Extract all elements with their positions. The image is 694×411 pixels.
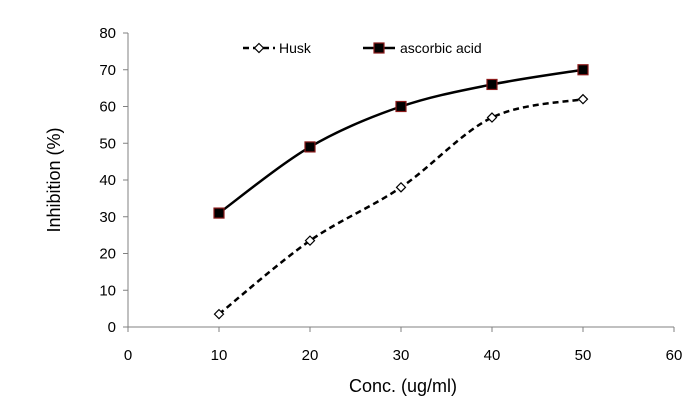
data-point (486, 78, 498, 91)
y-tick-label: 0 (108, 319, 116, 336)
x-tick-label: 50 (575, 347, 592, 364)
x-axis-title: Conc. (ug/ml) (349, 376, 457, 396)
x-tick-label: 40 (484, 347, 501, 364)
series-layer (213, 64, 589, 320)
data-point (213, 308, 225, 320)
series-husk (213, 93, 589, 320)
legend-item: Husk (243, 40, 312, 56)
y-tick-label: 20 (99, 246, 116, 263)
y-tick-label: 50 (99, 135, 116, 152)
x-tick-label: 0 (124, 347, 132, 364)
y-tick-label: 70 (99, 62, 116, 79)
x-tick-label: 10 (211, 347, 228, 364)
data-point (213, 207, 225, 219)
x-tick-label: 30 (393, 347, 410, 364)
y-tick-label: 30 (99, 209, 116, 226)
data-point (304, 235, 316, 246)
x-tick-label: 60 (666, 347, 683, 364)
data-point (395, 182, 407, 193)
y-tick-label: 10 (99, 282, 116, 299)
legend-label: ascorbic acid (400, 40, 482, 56)
legend-marker (253, 42, 265, 54)
y-tick-label: 60 (99, 99, 116, 116)
series-ascorbic-acid (213, 64, 589, 219)
y-tick-label: 40 (99, 172, 116, 189)
axes: 0 10 20 30 40 50 60 70 80 0 10 20 30 40 50 60 (99, 25, 682, 364)
legend: Husk ascorbic acid (243, 40, 482, 56)
y-axis-title: Inhibition (%) (44, 127, 64, 232)
y-tick-label: 80 (99, 25, 116, 42)
series-line (218, 97, 584, 316)
legend-marker (373, 42, 385, 54)
data-point (577, 93, 589, 105)
legend-label: Husk (279, 40, 312, 56)
x-tick-label: 20 (302, 347, 319, 364)
legend-item: ascorbic acid (363, 40, 482, 56)
data-point (304, 141, 316, 153)
data-point (486, 112, 498, 123)
data-point (577, 64, 589, 76)
data-point (395, 100, 407, 113)
